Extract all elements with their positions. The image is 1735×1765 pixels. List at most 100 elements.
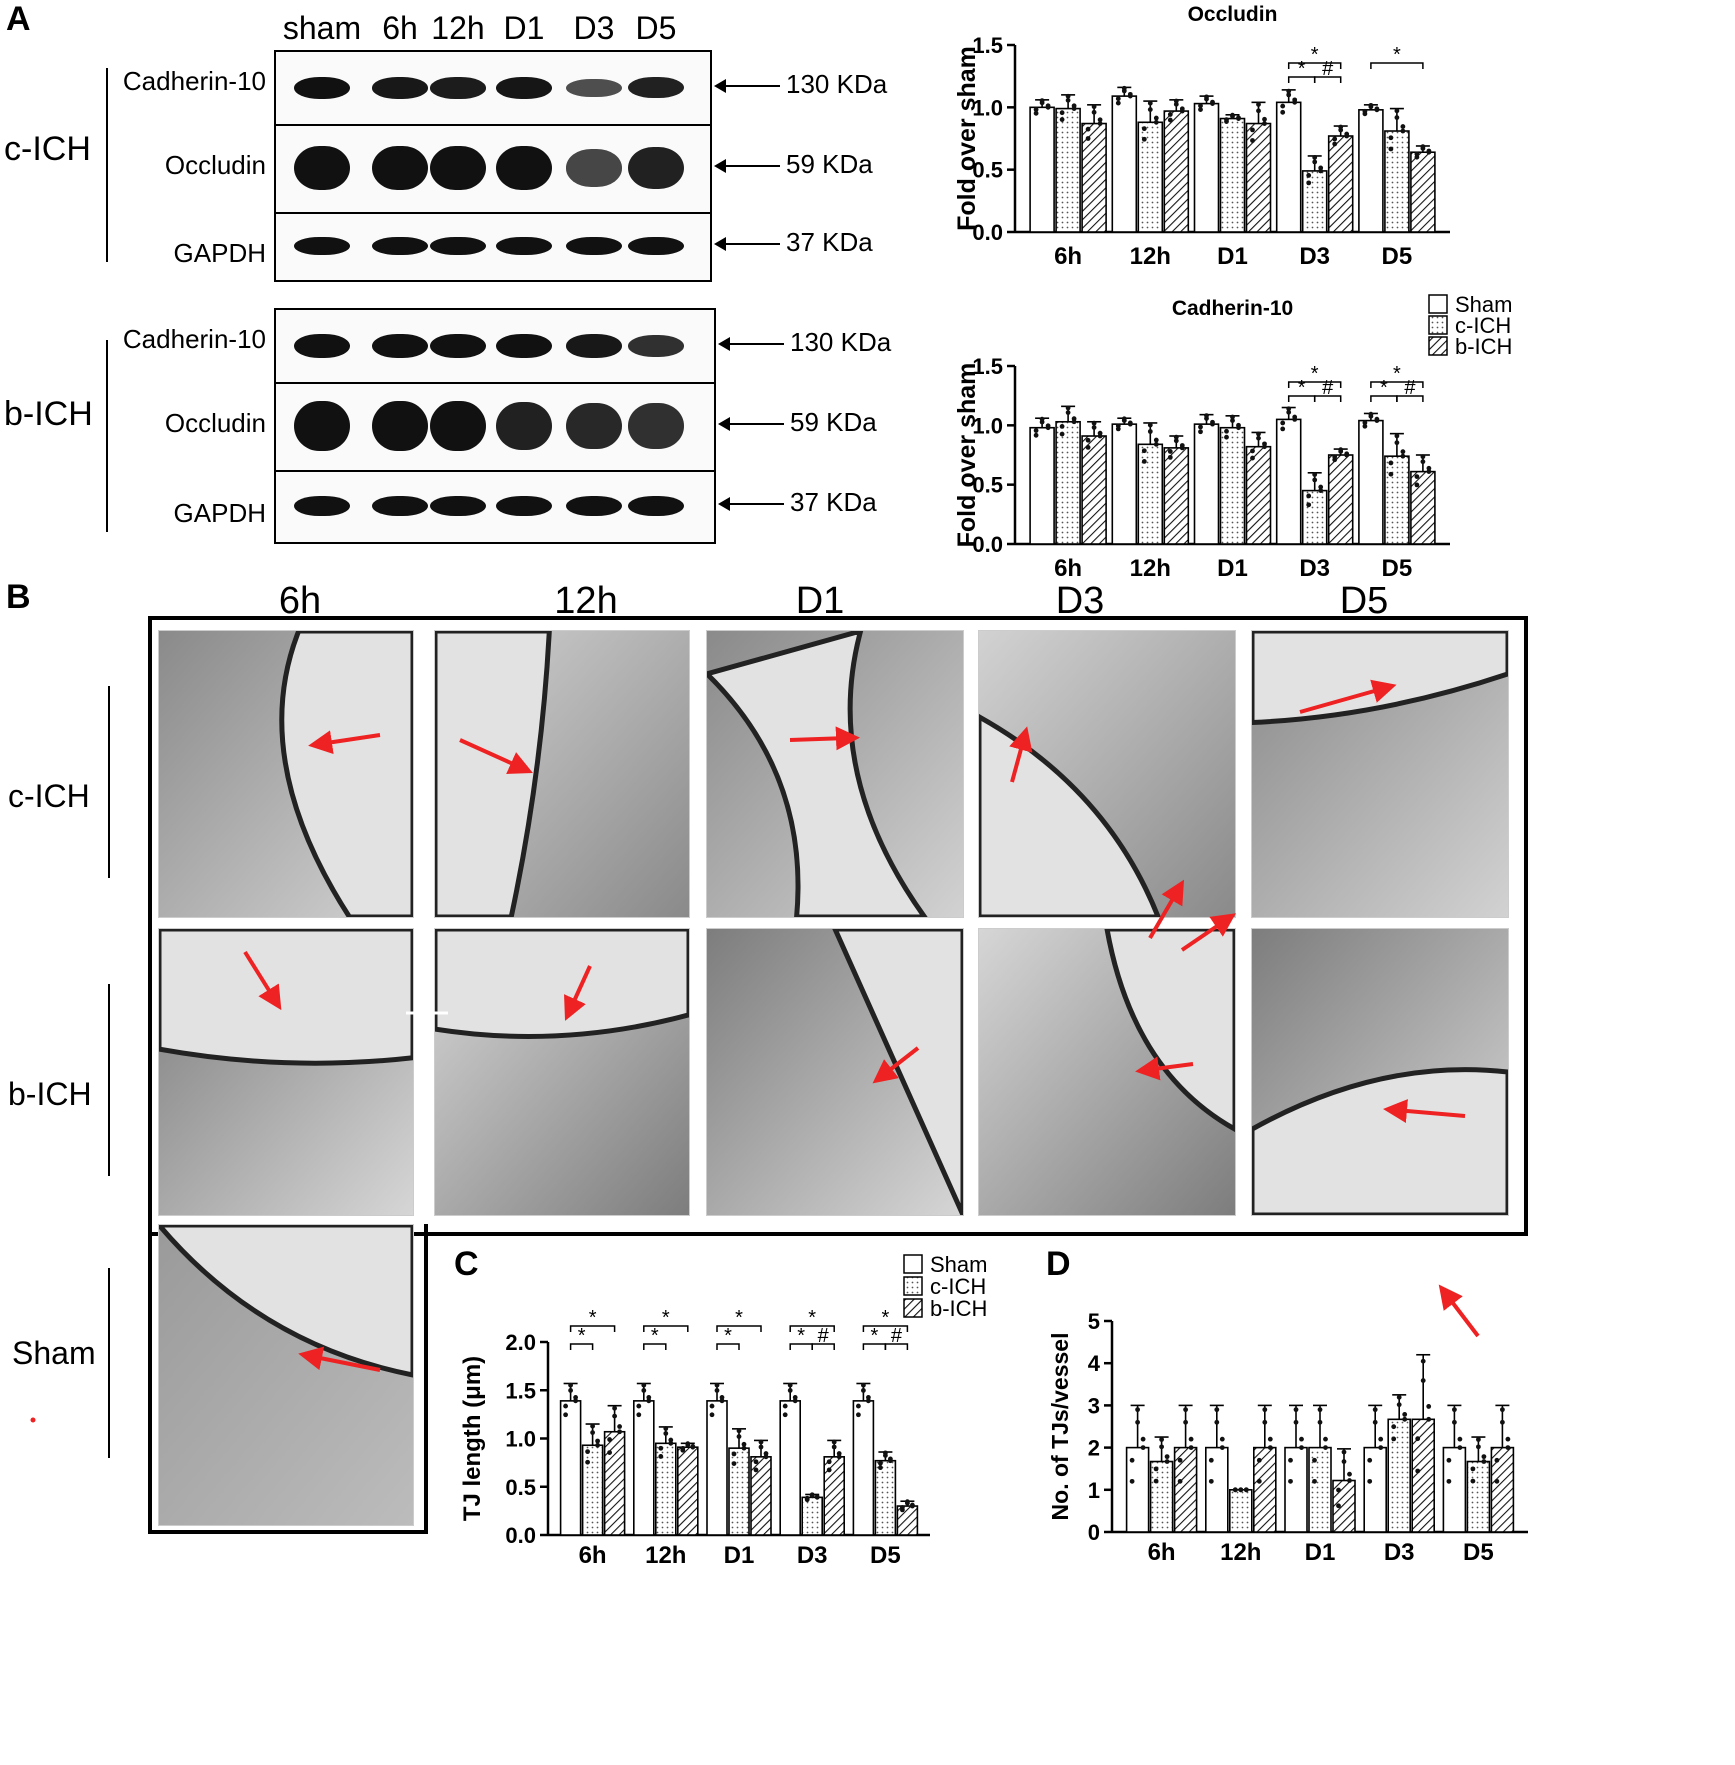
tj-count-bar-chart: No. of TJs/vessel 0 1 2 3 4 5 6h 12h D1 D3 D5 (1047, 1309, 1528, 1566)
data-point (1332, 454, 1338, 460)
data-point (1153, 119, 1159, 125)
data-point (1372, 1407, 1378, 1413)
data-point (1292, 97, 1298, 103)
significance-mark: * (662, 1307, 670, 1329)
data-point (663, 1426, 669, 1431)
blot-band (430, 334, 486, 358)
data-point (1127, 420, 1133, 426)
data-point (1262, 441, 1267, 447)
bar-c-ich (1137, 443, 1164, 545)
data-point (1097, 430, 1103, 436)
significance-bracket (1313, 395, 1342, 402)
data-point (1045, 423, 1051, 429)
vessel-lumen (159, 1225, 413, 1378)
em-column-title: D5 (1339, 580, 1389, 622)
data-point (1402, 1416, 1408, 1422)
data-point (1415, 1436, 1421, 1442)
bar-b-ich (603, 1430, 626, 1536)
blot-band (430, 77, 486, 99)
data-point (1179, 443, 1185, 448)
blot-band (628, 335, 684, 357)
data-point (1065, 405, 1071, 411)
data-point (1219, 1445, 1225, 1450)
data-point (1415, 1468, 1421, 1474)
significance-mark: * (1380, 377, 1388, 399)
data-point (1341, 1449, 1347, 1455)
data-point (595, 1442, 600, 1448)
y-tick-label: 2 (1088, 1436, 1100, 1461)
x-tick-label: 6h (1054, 243, 1082, 270)
data-point (1121, 85, 1127, 91)
data-point (1238, 1487, 1244, 1493)
blot-band (372, 334, 428, 358)
bar-b-ich (1410, 151, 1436, 233)
y-tick-label: 2.0 (505, 1330, 536, 1355)
data-point (1426, 1416, 1432, 1422)
data-point (1121, 416, 1127, 422)
data-point (861, 1388, 866, 1393)
data-point (1219, 1436, 1225, 1442)
data-point (1059, 110, 1065, 116)
data-point (1288, 1457, 1293, 1463)
data-point (1400, 449, 1406, 455)
data-point (1224, 434, 1229, 440)
data-point (1420, 1358, 1426, 1364)
data-point (878, 1460, 883, 1466)
data-point (1312, 477, 1318, 483)
data-point (1400, 124, 1406, 129)
data-point (1224, 117, 1229, 123)
data-point (1338, 447, 1344, 453)
data-point (1085, 126, 1091, 132)
data-point (1039, 416, 1045, 422)
data-point (1481, 1454, 1487, 1460)
significance-mark: * (882, 1307, 890, 1329)
data-point (709, 1412, 715, 1418)
data-point (1292, 414, 1298, 420)
significance-mark: * (578, 1325, 586, 1347)
data-point (1476, 1444, 1481, 1450)
data-point (826, 1459, 832, 1465)
significance-mark: * (1311, 44, 1319, 66)
data-point (1280, 109, 1286, 115)
mw-label: 37 KDa (786, 227, 873, 257)
data-point (1033, 428, 1039, 433)
bar-c-ich (1149, 1460, 1174, 1533)
data-point (1262, 116, 1267, 122)
molecular-weight-marker: 59 KDa (718, 407, 877, 438)
data-point (1312, 1478, 1317, 1484)
data-point (910, 1502, 915, 1508)
data-point (1177, 1478, 1183, 1484)
blot-membrane (274, 308, 716, 544)
em-micrograph (706, 630, 964, 918)
data-point (563, 1412, 568, 1418)
data-point (1167, 449, 1173, 454)
data-point (741, 1441, 747, 1447)
legend-swatch (903, 1254, 923, 1274)
data-point (1167, 454, 1173, 460)
vessel-lumen (707, 631, 928, 917)
data-point (1347, 1471, 1352, 1477)
data-point (1135, 1407, 1140, 1413)
bar-c-ich (1229, 1489, 1253, 1533)
em-row-bracket (108, 1268, 110, 1458)
data-point (1312, 1457, 1317, 1463)
data-point (1420, 459, 1426, 465)
em-row-bracket (108, 984, 110, 1176)
em-row-bracket (108, 686, 110, 878)
data-point (1388, 471, 1394, 477)
data-point (1141, 459, 1147, 464)
x-tick-label: D1 (1217, 555, 1248, 582)
bar-b-ich (823, 1456, 846, 1536)
em-micrograph (706, 928, 964, 1216)
arrow-left-icon (714, 79, 780, 94)
data-point (1420, 1378, 1426, 1383)
data-point (1224, 428, 1229, 434)
blot-band (294, 237, 350, 255)
data-point (1362, 420, 1368, 426)
mw-label: 130 KDa (790, 327, 892, 357)
data-point (753, 1459, 759, 1465)
data-point (1299, 1436, 1304, 1442)
significance-mark: * (871, 1325, 879, 1347)
protein-label: GAPDH (173, 238, 266, 268)
legend-label: b-ICH (930, 1296, 987, 1321)
